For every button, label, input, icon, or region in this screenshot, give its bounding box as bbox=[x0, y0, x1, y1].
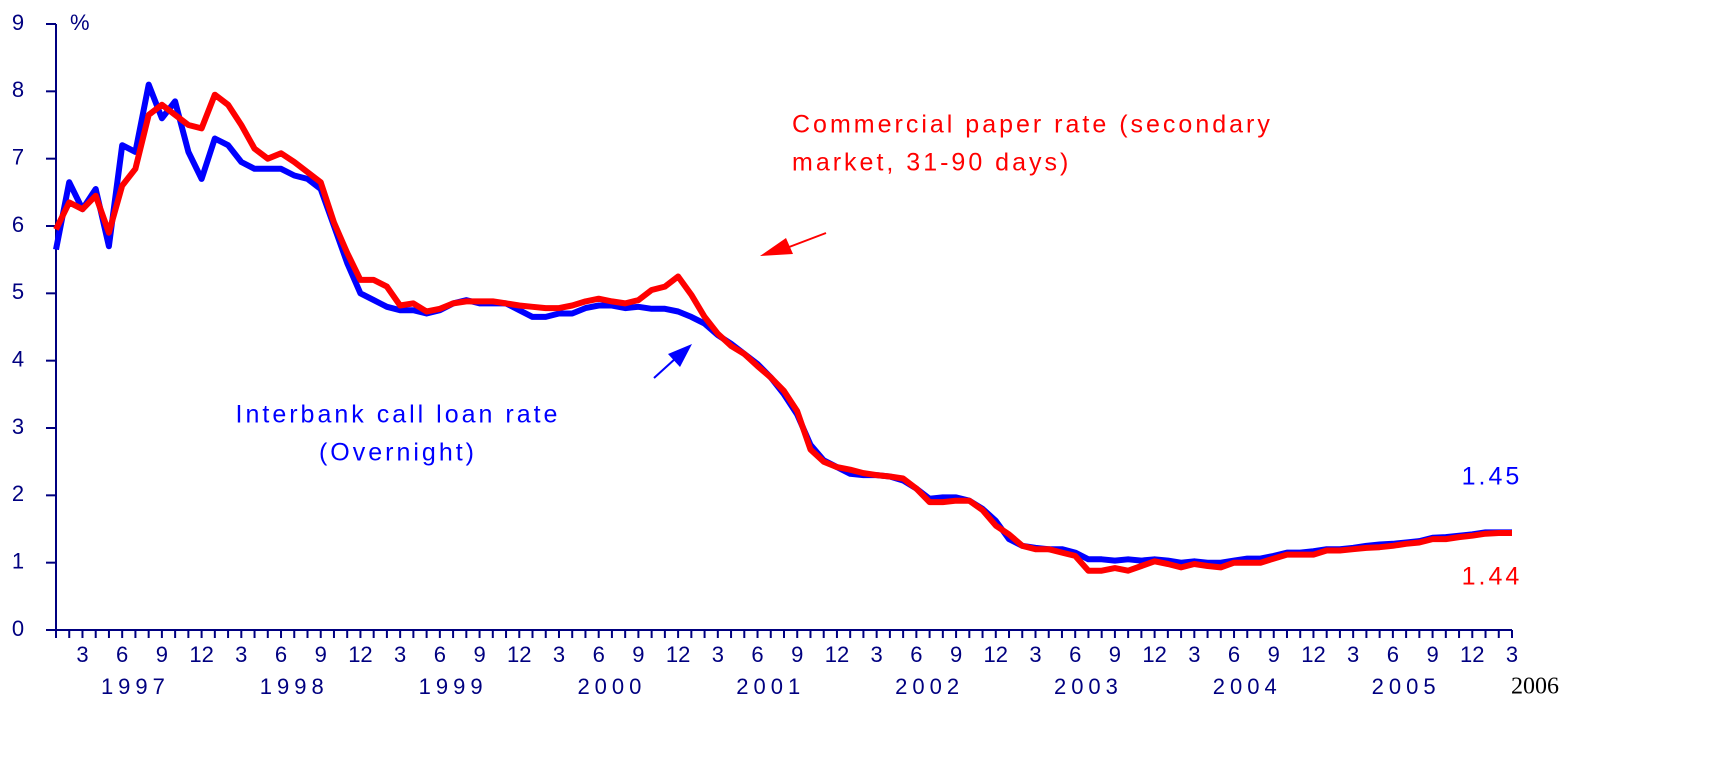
x-tick-label: 12 bbox=[348, 642, 372, 667]
arrow-line bbox=[653, 357, 677, 379]
y-tick-label: 8 bbox=[12, 77, 24, 102]
y-tick-label: 6 bbox=[12, 212, 24, 237]
year-label: 2005 bbox=[1372, 674, 1441, 699]
x-tick-label: 3 bbox=[235, 642, 247, 667]
y-tick-label: 5 bbox=[12, 279, 24, 304]
x-tick-label: 12 bbox=[1460, 642, 1484, 667]
year-label: 1998 bbox=[260, 674, 329, 699]
x-tick-label: 9 bbox=[632, 642, 644, 667]
x-tick-label: 12 bbox=[1301, 642, 1325, 667]
series-line bbox=[53, 91, 1512, 574]
series-label: market, 31-90 days) bbox=[792, 149, 1071, 177]
x-tick-label: 3 bbox=[871, 642, 883, 667]
x-tick-label: 6 bbox=[434, 642, 446, 667]
end-value-label: 1.45 bbox=[1462, 463, 1523, 491]
x-tick-label: 6 bbox=[910, 642, 922, 667]
year-label: 2002 bbox=[895, 674, 964, 699]
y-tick-label: 9 bbox=[12, 10, 24, 35]
x-tick-label: 3 bbox=[712, 642, 724, 667]
y-unit: % bbox=[70, 10, 90, 35]
x-tick-label: 12 bbox=[984, 642, 1008, 667]
x-tick-label: 6 bbox=[116, 642, 128, 667]
x-tick-label: 12 bbox=[1142, 642, 1166, 667]
year-label: 2001 bbox=[736, 674, 805, 699]
x-tick-label: 3 bbox=[76, 642, 88, 667]
x-tick-label: 6 bbox=[1387, 642, 1399, 667]
x-tick-label: 6 bbox=[1228, 642, 1240, 667]
x-tick-label: 9 bbox=[156, 642, 168, 667]
y-tick-label: 7 bbox=[12, 144, 24, 169]
year-label: 2004 bbox=[1213, 674, 1282, 699]
year-label-end: 2006 bbox=[1511, 674, 1559, 700]
year-label: 1997 bbox=[101, 674, 170, 699]
x-tick-label: 12 bbox=[666, 642, 690, 667]
y-tick-label: 1 bbox=[12, 548, 24, 573]
y-tick-label: 3 bbox=[12, 414, 24, 439]
x-tick-label: 6 bbox=[1069, 642, 1081, 667]
year-label: 2000 bbox=[577, 674, 646, 699]
series-label: (Overnight) bbox=[319, 439, 477, 467]
x-tick-label: 9 bbox=[1109, 642, 1121, 667]
x-tick-label: 12 bbox=[189, 642, 213, 667]
x-tick-label: 6 bbox=[593, 642, 605, 667]
x-tick-label: 3 bbox=[1347, 642, 1359, 667]
x-tick-label: 9 bbox=[473, 642, 485, 667]
x-tick-label: 3 bbox=[1506, 642, 1518, 667]
year-label: 2003 bbox=[1054, 674, 1123, 699]
x-tick-label: 3 bbox=[394, 642, 406, 667]
x-tick-label: 12 bbox=[507, 642, 531, 667]
x-tick-label: 9 bbox=[791, 642, 803, 667]
arrow-head bbox=[668, 344, 692, 367]
x-tick-label: 3 bbox=[1188, 642, 1200, 667]
year-label: 1999 bbox=[419, 674, 488, 699]
x-tick-label: 3 bbox=[553, 642, 565, 667]
y-tick-label: 4 bbox=[12, 346, 24, 371]
x-tick-label: 12 bbox=[825, 642, 849, 667]
x-tick-label: 6 bbox=[751, 642, 763, 667]
series-label: Interbank call loan rate bbox=[236, 401, 561, 429]
series-label: Commercial paper rate (secondary bbox=[792, 111, 1273, 139]
x-tick-label: 9 bbox=[1426, 642, 1438, 667]
y-tick-label: 2 bbox=[12, 481, 24, 506]
x-tick-label: 9 bbox=[1268, 642, 1280, 667]
end-value-label: 1.44 bbox=[1462, 563, 1523, 591]
y-tick-label: 0 bbox=[12, 616, 24, 641]
arrow-head bbox=[760, 238, 793, 256]
x-tick-label: 3 bbox=[1029, 642, 1041, 667]
x-tick-label: 9 bbox=[315, 642, 327, 667]
x-tick-label: 6 bbox=[275, 642, 287, 667]
x-tick-label: 9 bbox=[950, 642, 962, 667]
